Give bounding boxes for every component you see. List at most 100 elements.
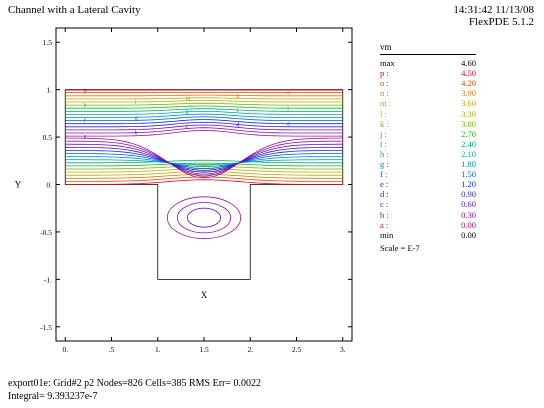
legend-value: 0.00 (461, 229, 476, 240)
legend-key: f : (380, 169, 388, 180)
contour-label: j (286, 106, 289, 112)
legend-key: h : (380, 148, 389, 159)
legend-key: p : (380, 68, 389, 79)
contour-label: l (135, 100, 137, 106)
contour-line-upper (65, 102, 343, 106)
legend-value: 0.30 (461, 209, 476, 220)
legend-value: 2.40 (461, 138, 476, 149)
integral-readout: Integral= 9.393237e-7 (8, 391, 98, 402)
contour-line-upper (65, 100, 343, 103)
contour-label: g (135, 115, 138, 121)
contour-line-lower (65, 150, 343, 171)
contour-line-upper (65, 108, 343, 112)
contour-label: i (236, 108, 238, 114)
contour-line-upper (65, 119, 343, 125)
legend-key: max (380, 58, 395, 68)
legend-key: min (380, 229, 394, 240)
contour-line-upper (65, 121, 343, 128)
cavity-contour (166, 196, 242, 239)
x-tick-label: 1.5 (199, 345, 209, 354)
contour-label: p (84, 88, 87, 94)
legend-key: g : (380, 159, 389, 169)
x-tick-label: 2.5 (292, 345, 302, 354)
legend-key: m : (380, 98, 392, 109)
contour-label: b (135, 131, 138, 137)
legend-value: 3.00 (461, 118, 476, 129)
legend-entry: d : 0.90 (380, 189, 480, 199)
legend-variable: vm (380, 42, 392, 52)
legend-entry: m : 3.60 (380, 98, 480, 108)
legend-entry: min 0.00 (380, 230, 480, 240)
legend-entry: g : 1.80 (380, 159, 480, 169)
y-tick-label: -1.5 (40, 323, 52, 332)
x-tick-label: .5 (109, 345, 115, 354)
legend-entry: f : 1.50 (380, 169, 480, 179)
legend-entry: e : 1.20 (380, 179, 480, 189)
legend-entry: a : 0.00 (380, 220, 480, 230)
legend-value: 2.70 (461, 128, 476, 139)
legend-value: 0.60 (461, 199, 476, 210)
legend-key: l : (380, 108, 387, 119)
legend-value: 1.50 (461, 169, 476, 180)
run-stamp: 14:31:42 11/13/08 FlexPDE 5.1.2 (453, 4, 534, 28)
legend-entry: k : 3.00 (380, 119, 480, 129)
contour-line-lower (65, 156, 343, 168)
legend-value: 2.10 (461, 148, 476, 159)
legend-key: n : (380, 88, 389, 99)
contour-line-upper (65, 97, 343, 100)
legend-key: a : (380, 219, 389, 230)
x-tick-label: 3. (340, 345, 346, 354)
contour-label: m (186, 96, 191, 102)
y-tick-label: -1. (44, 275, 52, 284)
legend-value: 3.30 (461, 108, 476, 119)
contour-label: n (236, 93, 239, 99)
plot-title: Channel with a Lateral Cavity (8, 4, 141, 16)
x-tick-label: 2. (247, 345, 253, 354)
contour-label: a (84, 134, 87, 140)
legend-value: 1.20 (461, 179, 476, 190)
legend-value: 4.20 (461, 78, 476, 89)
legend-entry: c : 0.60 (380, 199, 480, 209)
contour-line-lower (65, 140, 343, 177)
timestamp: 14:31:42 11/13/08 (453, 4, 534, 16)
contour-line-lower (65, 171, 343, 176)
y-tick-label: 1.5 (43, 38, 53, 47)
legend-entry: i : 2.40 (380, 139, 480, 149)
cavity-contour (186, 207, 222, 228)
legend-value: 3.60 (461, 98, 476, 109)
legend-entry: p : 4.50 (380, 68, 480, 78)
contour-line-upper (65, 111, 343, 115)
contour-line-upper (65, 124, 343, 131)
run-summary: export01e: Grid#2 p2 Nodes=826 Cells=385… (8, 378, 262, 389)
contour-line-lower (65, 159, 343, 166)
contour-line-lower (65, 176, 343, 182)
legend-entry: j : 2.70 (380, 129, 480, 139)
y-axis-label: Y (15, 180, 22, 190)
legend-key: j : (380, 128, 387, 139)
software-version: FlexPDE 5.1.2 (468, 16, 534, 28)
legend-key: c : (380, 199, 389, 210)
legend-value: 0.90 (461, 189, 476, 200)
legend-key: e : (380, 179, 389, 190)
contour-line-upper (65, 105, 343, 109)
x-axis-label: X (201, 290, 208, 300)
legend-value: 0.00 (461, 219, 476, 230)
legend-key: k : (380, 118, 389, 129)
legend-entry: o : 4.20 (380, 78, 480, 88)
legend-entry: max 4.60 (380, 58, 480, 68)
legend-rule (380, 54, 476, 55)
contour-label: k (84, 103, 87, 109)
contour-line-lower (65, 137, 343, 179)
contour-line-upper (65, 129, 343, 137)
contour-label: c (186, 124, 189, 130)
legend-value: 1.80 (461, 159, 476, 169)
y-tick-label: 0.5 (43, 133, 53, 142)
contour-line-lower (65, 159, 343, 164)
contour-label: o (287, 91, 290, 97)
contour-line-upper (65, 127, 343, 134)
legend-value: 4.60 (461, 58, 476, 68)
legend-entry: n : 3.90 (380, 88, 480, 98)
x-tick-label: 1. (155, 345, 161, 354)
contour-line-upper (65, 113, 343, 118)
y-tick-label: 1. (46, 86, 52, 95)
